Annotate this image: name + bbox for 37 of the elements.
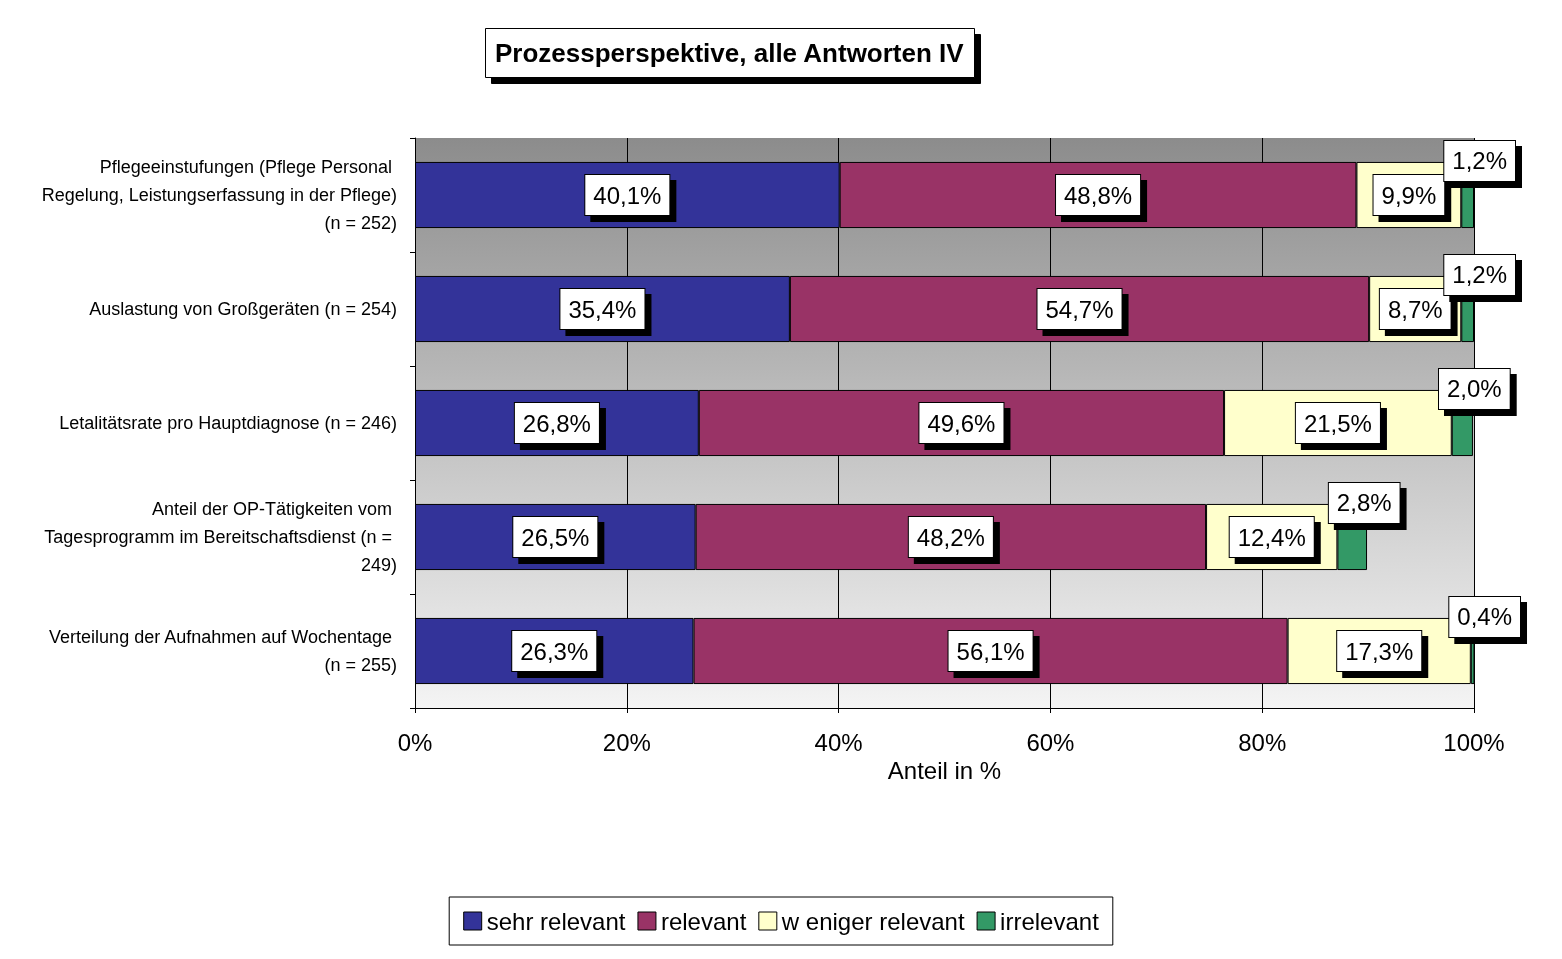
y-tick-label: Letalitätsrate pro Hauptdiagnose (n = 246) <box>59 413 397 433</box>
data-label: 8,7% <box>1387 295 1443 323</box>
data-label: 56,1% <box>956 637 1025 665</box>
data-label: 21,5% <box>1303 409 1372 437</box>
y-tick-label: Pflegeeinstufungen (Pflege Personal Regelung, Leistungserfassung in der Pflege) (n = 252) <box>41 157 397 233</box>
data-label: 2,0% <box>1447 375 1502 403</box>
data-label: 40,1% <box>593 181 662 209</box>
x-tick-label: 80% <box>1238 728 1287 756</box>
data-label: 12,4% <box>1237 523 1306 551</box>
data-label: 26,3% <box>520 637 589 665</box>
data-label: 1,2% <box>1452 147 1507 175</box>
y-tick-label: Anteil der OP-Tätigkeiten vom Tagesprogramm im Bereitschaftsdienst (n = 249) <box>44 499 397 575</box>
chart-title: Prozessperspektive, alle Antworten IV <box>495 38 965 68</box>
legend-label: irrelevant <box>1000 907 1100 935</box>
x-tick-label: 40% <box>814 728 863 756</box>
data-label: 35,4% <box>568 295 637 323</box>
x-tick-label: 20% <box>602 728 651 756</box>
data-label: 17,3% <box>1345 637 1414 665</box>
data-label: 26,8% <box>522 409 591 437</box>
data-label: 54,7% <box>1045 295 1114 323</box>
data-label: 26,5% <box>521 523 590 551</box>
x-tick-label: 60% <box>1026 728 1075 756</box>
data-label: 48,8% <box>1064 181 1133 209</box>
y-tick-label: Auslastung von Großgeräten (n = 254) <box>89 299 397 319</box>
y-tick-label: Verteilung der Aufnahmen auf Wochentage (n = 255) <box>49 627 397 675</box>
data-label: 48,2% <box>916 523 985 551</box>
legend-label: w eniger relevant <box>780 907 965 935</box>
data-label: 49,6% <box>927 409 996 437</box>
x-tick-label: 0% <box>397 728 433 756</box>
data-label: 9,9% <box>1381 181 1437 209</box>
data-label: 1,2% <box>1452 261 1507 289</box>
x-tick-label: 100% <box>1443 728 1505 756</box>
data-label: 2,8% <box>1336 489 1392 517</box>
legend-label: sehr relevant <box>486 907 626 935</box>
data-label: 0,4% <box>1457 603 1513 631</box>
legend-label: relevant <box>660 907 747 935</box>
x-axis-title: Anteil in % <box>887 757 1002 785</box>
